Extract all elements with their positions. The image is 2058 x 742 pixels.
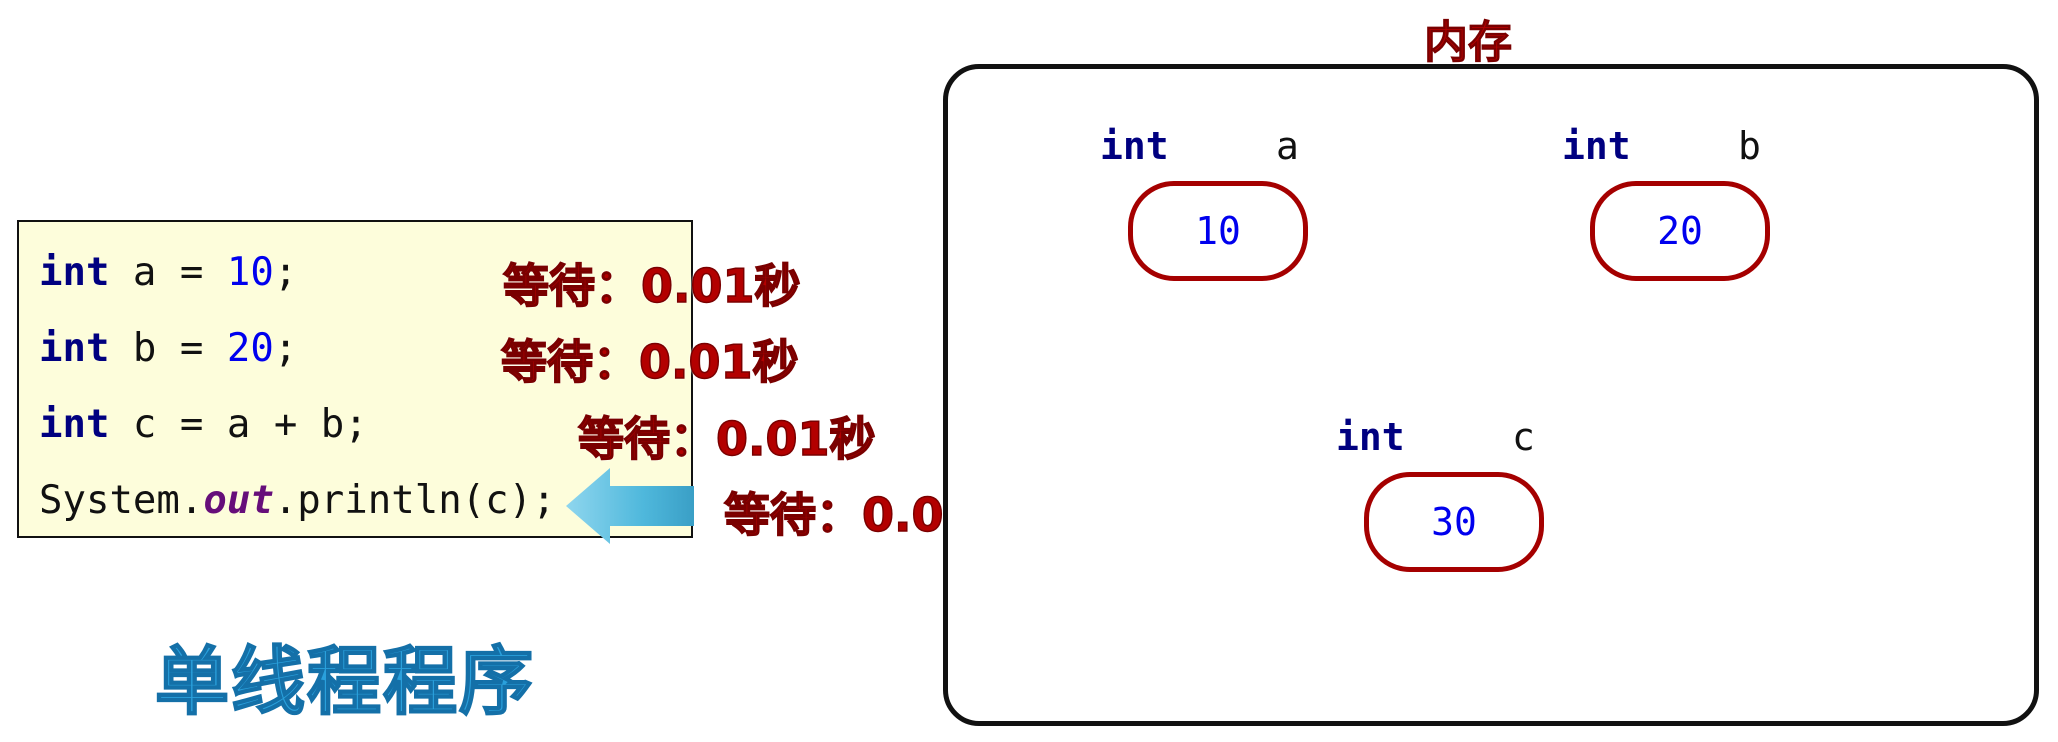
code-line-1: int a = 10; <box>39 250 297 295</box>
var-b-type: int <box>1562 124 1631 168</box>
left-arrow-icon <box>566 468 694 544</box>
code-panel: int a = 10; int b = 20; int c = a + b; S… <box>17 220 693 538</box>
code-text: b = <box>109 326 227 371</box>
code-number: 20 <box>226 326 274 371</box>
memory-panel <box>943 64 2039 726</box>
page-title: 单线程程序 <box>154 638 535 726</box>
code-field: out <box>203 478 274 523</box>
var-c-name: c <box>1512 415 1535 459</box>
code-line-4: System.out.println(c); <box>39 478 556 523</box>
var-c-cell: 30 <box>1364 472 1544 572</box>
code-text: System. <box>39 478 204 523</box>
code-text: ; <box>273 250 298 295</box>
var-b-cell: 20 <box>1590 181 1770 281</box>
wait-label-1: 等待：0.01秒 <box>502 258 801 314</box>
code-line-3: int c = a + b; <box>39 402 368 447</box>
code-number: 10 <box>226 250 274 295</box>
code-text: a = <box>109 250 227 295</box>
wait-label-2: 等待：0.01秒 <box>500 334 799 390</box>
code-text: .println(c); <box>273 478 556 523</box>
wait-label-3: 等待：0.01秒 <box>577 411 876 467</box>
var-a-type: int <box>1100 124 1169 168</box>
memory-title: 内存 <box>1424 17 1513 69</box>
code-keyword: int <box>39 402 110 447</box>
var-a-name: a <box>1276 124 1299 168</box>
var-b-name: b <box>1738 124 1761 168</box>
code-keyword: int <box>39 250 110 295</box>
code-keyword: int <box>39 326 110 371</box>
var-c-type: int <box>1336 415 1405 459</box>
code-line-2: int b = 20; <box>39 326 297 371</box>
var-a-cell: 10 <box>1128 181 1308 281</box>
code-text: c = a + b; <box>109 402 368 447</box>
code-text: ; <box>273 326 298 371</box>
